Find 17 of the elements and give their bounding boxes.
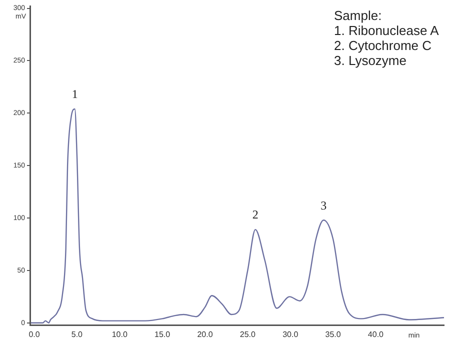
annotation: 3 [320,198,327,212]
x-tick-label: 40.0 [368,330,384,340]
annotation: 2 [252,208,258,222]
annotation: 1 [72,87,78,102]
x-tick-label: 35.0 [325,330,342,340]
annotation: Sample: [334,8,382,24]
x-tick-label: 0.0 [28,330,40,340]
x-tick-label: 30.0 [282,330,299,340]
x-tick-label: 5.0 [71,330,84,340]
annotation: 2. Cytochrome C [334,38,432,54]
x-tick-label: 20.0 [197,330,214,340]
annotation: 3. Lysozyme [334,53,406,68]
line-series [30,108,444,324]
annotation: 1. Ribonuclease A [334,23,440,38]
x-tick-label: 15.0 [154,330,171,340]
x-tick-label: 10.0 [112,330,128,340]
x-tick-label: 25.0 [240,330,256,340]
